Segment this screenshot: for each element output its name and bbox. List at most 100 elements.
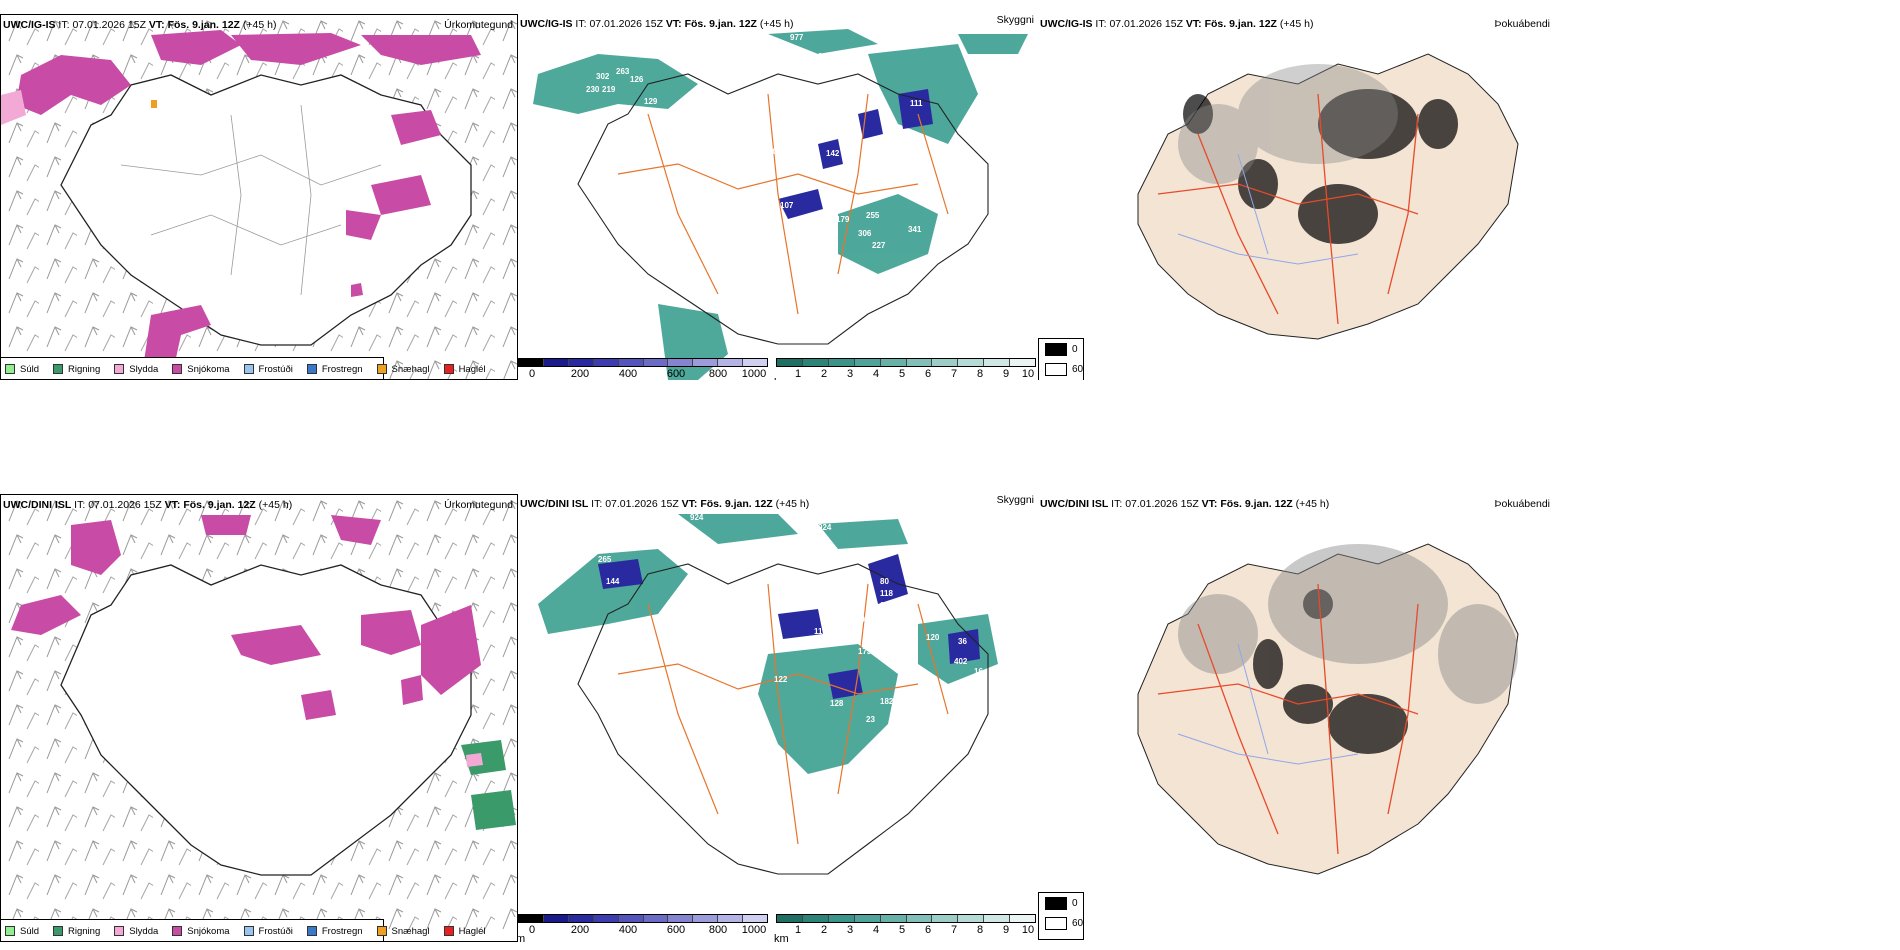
legend-swatch [376, 926, 387, 936]
svg-text:69: 69 [856, 615, 865, 624]
legend-swatch [306, 364, 317, 374]
cloud-value-labels: 977 938 302 263 126 230 219 129 108 142 … [586, 33, 968, 250]
snow-areas [11, 515, 481, 720]
svg-text:107: 107 [780, 201, 794, 210]
panel-title: UWC/DINI ISL IT: 07.01.2026 15Z VT: Fös.… [1040, 498, 1330, 510]
svg-text:23: 23 [866, 715, 875, 724]
svg-text:80: 80 [880, 577, 889, 586]
svg-text:16: 16 [930, 197, 939, 206]
precip-type-map [1, 15, 517, 379]
svg-text:120: 120 [926, 633, 940, 642]
cloud-base-colorbar: m 0 200 400 600 800 1000 [518, 358, 768, 380]
legend-swatch [172, 926, 183, 936]
legend-item: Frostregn [306, 926, 363, 937]
panel-field-label: Skyggni [996, 14, 1034, 26]
fog-swatch-60 [1045, 917, 1067, 930]
fog-map [1137, 53, 1519, 340]
cloud-map: 924 924 265 144 80 118 267 69 119 173 12… [538, 513, 998, 875]
svg-text:16: 16 [974, 667, 983, 676]
legend-swatch [114, 926, 125, 936]
fog-legend: 0 60 [1038, 338, 1084, 380]
fog-legend: 0 60 [1038, 892, 1084, 940]
legend-swatch [5, 926, 15, 936]
svg-text:142: 142 [826, 149, 840, 158]
fog-panel-bottom: UWC/DINI ISL IT: 07.01.2026 15Z VT: Fös.… [1038, 494, 1900, 942]
legend-item: Slydda [114, 926, 158, 937]
svg-text:938: 938 [818, 52, 832, 61]
svg-text:255: 255 [866, 211, 880, 220]
iceland-outline [60, 74, 472, 346]
fog-swatch-0 [1045, 897, 1067, 910]
svg-text:179: 179 [836, 215, 850, 224]
legend-item: Snæhagl [376, 926, 430, 937]
legend-item: Haglél [443, 364, 486, 375]
legend-swatch [172, 364, 183, 374]
svg-text:265: 265 [598, 555, 612, 564]
precip-legend: Súld Rigning Slydda Snjókoma Frostúði Fr… [1, 919, 486, 941]
fog-swatch-60 [1045, 363, 1067, 376]
svg-text:167: 167 [954, 157, 968, 166]
low-cloud-areas [538, 514, 998, 774]
fog-areas [1253, 589, 1408, 754]
svg-text:108: 108 [768, 147, 782, 156]
legend-item: Frostúði [243, 364, 293, 375]
precip-type-panel-top: UWC/IG-IS IT: 07.01.2026 15Z VT: Fös. 9.… [0, 14, 518, 380]
svg-text:144: 144 [606, 577, 620, 586]
panel-title: UWC/DINI ISL IT: 07.01.2026 15Z VT: Fös.… [3, 499, 293, 511]
panel-field-label: Þokuábendi [1494, 18, 1550, 30]
svg-text:36: 36 [958, 637, 967, 646]
svg-text:267: 267 [880, 601, 894, 610]
legend-item: Súld [5, 926, 39, 937]
legend-swatch [443, 926, 454, 936]
svg-text:219: 219 [602, 85, 616, 94]
legend-swatch [114, 364, 125, 374]
svg-text:122: 122 [774, 675, 788, 684]
legend-item: Haglél [443, 926, 486, 937]
legend-item: Súld [5, 364, 39, 375]
cloud-base-colorbar: m 0 200 400 600 800 1000 [518, 914, 768, 942]
panel-field-label: Úrkomutegund [444, 19, 513, 31]
svg-text:126: 126 [630, 75, 644, 84]
cloud-panel-top: UWC/IG-IS IT: 07.01.2026 15Z VT: Fös. 9.… [518, 14, 1038, 380]
precip-legend: Súld Rigning Slydda Snjókoma Frostúði Fr… [1, 357, 486, 379]
panel-field-label: Þokuábendi [1494, 498, 1550, 510]
svg-text:59: 59 [978, 599, 987, 608]
legend-swatch [306, 926, 317, 936]
legend-item: Snjókoma [172, 926, 230, 937]
legend-item: Slydda [114, 364, 158, 375]
panel-title: UWC/IG-IS IT: 07.01.2026 15Z VT: Fös. 9.… [1040, 18, 1314, 30]
svg-text:118: 118 [880, 589, 893, 598]
svg-text:227: 227 [872, 241, 886, 250]
svg-text:129: 129 [644, 97, 658, 106]
legend-item: Rigning [53, 364, 100, 375]
precip-type-map [1, 495, 517, 941]
fog-swatch-0 [1045, 343, 1067, 356]
svg-text:230: 230 [586, 85, 600, 94]
legend-item: Frostregn [306, 364, 363, 375]
panel-field-label: Úrkomutegund [444, 499, 513, 511]
svg-text:341: 341 [908, 225, 922, 234]
visibility-colorbar: km 1 2 3 4 5 6 7 8 9 10 [774, 914, 1036, 942]
legend-swatch [243, 364, 254, 374]
legend-item: Frostúði [243, 926, 293, 937]
svg-text:302: 302 [596, 72, 610, 81]
svg-text:173: 173 [858, 647, 872, 656]
svg-text:402: 402 [954, 657, 968, 666]
svg-text:128: 128 [830, 699, 844, 708]
svg-text:977: 977 [790, 33, 804, 42]
panel-title: UWC/IG-IS IT: 07.01.2026 15Z VT: Fös. 9.… [520, 18, 794, 30]
precip-type-panel-bottom: UWC/DINI ISL IT: 07.01.2026 15Z VT: Fös.… [0, 494, 518, 942]
svg-text:182: 182 [880, 697, 894, 706]
legend-item: Rigning [53, 926, 100, 937]
fog-panel-top: UWC/IG-IS IT: 07.01.2026 15Z VT: Fös. 9.… [1038, 14, 1900, 380]
legend-swatch [53, 926, 64, 936]
svg-text:119: 119 [814, 627, 827, 636]
panel-title: UWC/IG-IS IT: 07.01.2026 15Z VT: Fös. 9.… [3, 19, 277, 31]
legend-item: Snjókoma [172, 364, 230, 375]
svg-text:306: 306 [858, 229, 872, 238]
iceland-outline [577, 73, 989, 345]
legend-swatch [243, 926, 254, 936]
fog-map [1137, 543, 1519, 875]
panel-title: UWC/DINI ISL IT: 07.01.2026 15Z VT: Fös.… [520, 498, 810, 510]
legend-swatch [443, 364, 454, 374]
